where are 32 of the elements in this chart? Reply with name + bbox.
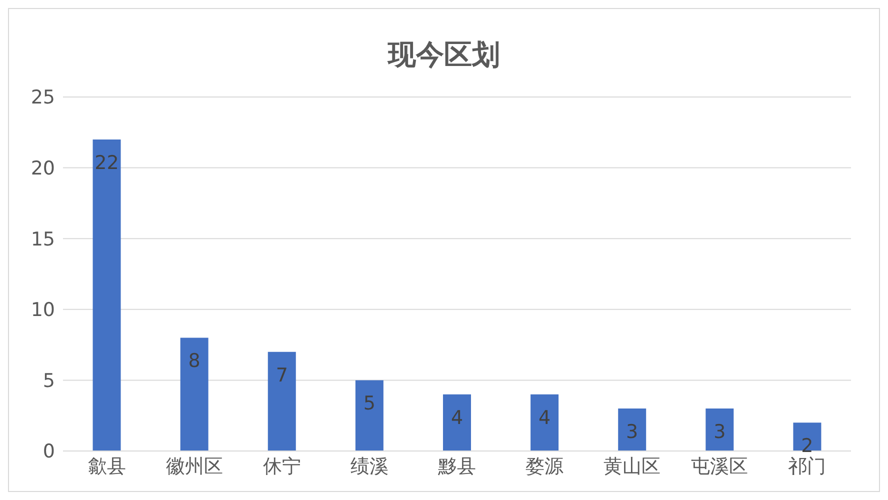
x-tick-label: 黄山区: [604, 455, 661, 478]
bar: [442, 394, 471, 451]
x-tick-label: 黟县: [437, 455, 476, 478]
data-label: 3: [626, 421, 638, 444]
data-label: 8: [188, 350, 200, 372]
x-tick-label: 歙县: [88, 455, 126, 478]
y-tick-label: 5: [42, 370, 55, 392]
chart-title: 现今区划: [386, 37, 501, 73]
x-tick-label: 徽州区: [166, 455, 223, 478]
y-tick-label: 15: [30, 228, 55, 250]
bar: [530, 394, 559, 451]
data-label: 3: [714, 421, 726, 444]
bar: [355, 380, 384, 451]
bar: [268, 352, 296, 451]
y-tick-label: 0: [42, 440, 55, 463]
y-tick-label: 20: [30, 158, 55, 180]
x-tick-label: 屯溪区: [691, 455, 748, 478]
x-tick-label: 休宁: [262, 455, 301, 478]
bar: [180, 338, 208, 451]
data-label: 7: [276, 364, 288, 386]
bar: [92, 139, 121, 451]
data-label: 4: [450, 406, 464, 429]
x-tick-label: 婺源: [526, 455, 564, 478]
x-tick-label: 绩溪: [350, 455, 388, 478]
y-tick-label: 10: [30, 299, 55, 322]
bar: [706, 408, 734, 451]
data-label: 5: [363, 392, 376, 415]
y-tick-label: 25: [30, 86, 55, 109]
data-label: 4: [538, 406, 551, 429]
x-tick-label: 祁门: [788, 455, 826, 478]
data-label: 22: [94, 152, 119, 174]
bar: [618, 408, 646, 451]
